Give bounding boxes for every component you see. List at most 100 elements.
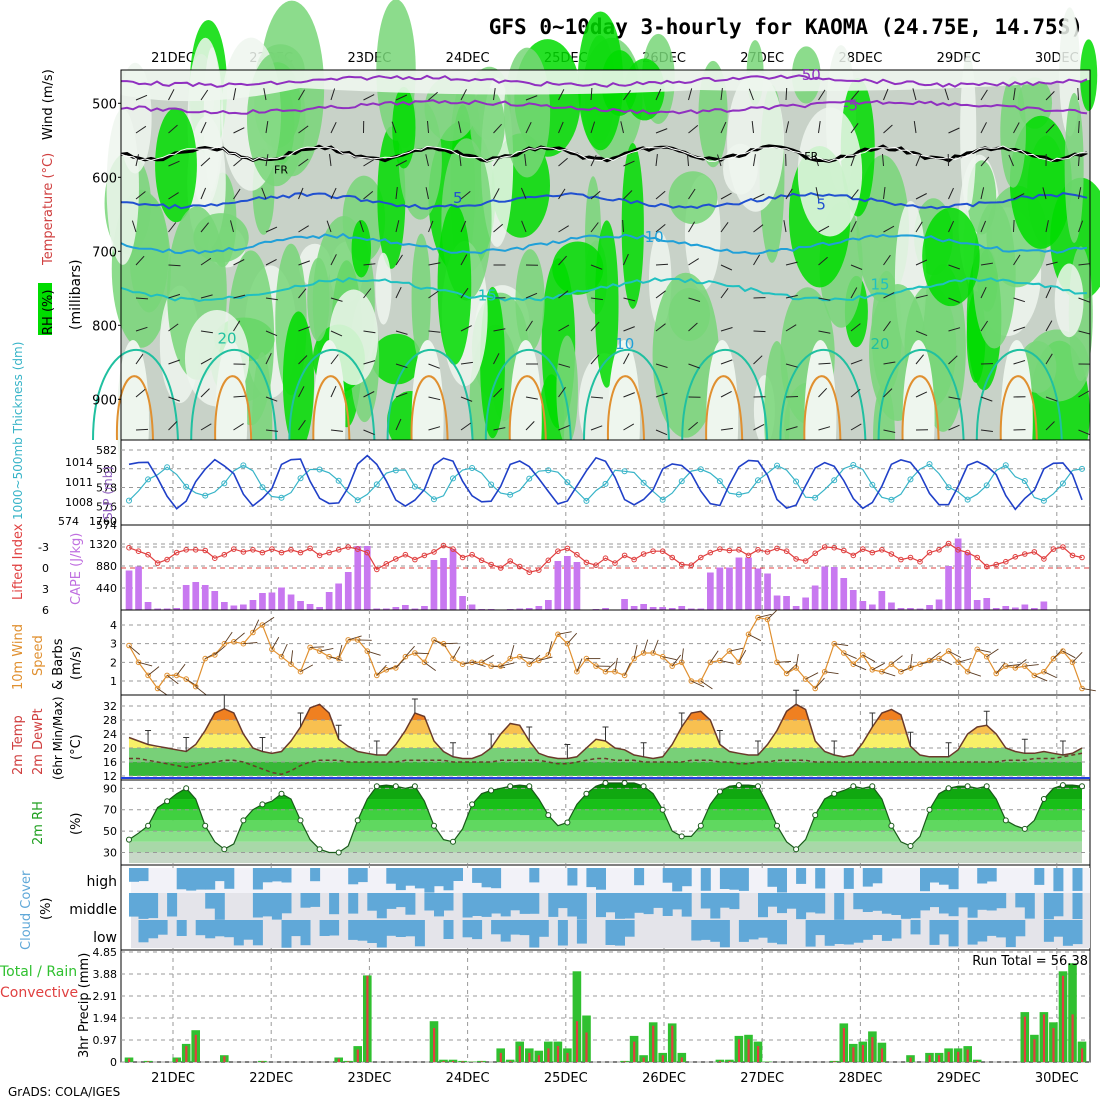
- thickness-point: [126, 497, 132, 504]
- wind-barb: [135, 297, 149, 300]
- wind-barb: [168, 264, 181, 267]
- wind-barb-10m: [138, 661, 153, 667]
- wind-barb: [428, 91, 438, 101]
- wind-barb: [135, 326, 148, 332]
- slp-thickness-panel: [120, 439, 1091, 526]
- wind-barb: [493, 427, 506, 431]
- wind-barb: [135, 353, 144, 365]
- li-point: [374, 566, 380, 573]
- rh-legend-swatch: [38, 283, 52, 335]
- rh-point: [793, 846, 800, 853]
- cape-bar: [1002, 606, 1010, 610]
- wind-barb: [818, 121, 821, 134]
- li-point: [307, 545, 313, 552]
- cloud-cell: [481, 893, 492, 917]
- wind-barb: [493, 353, 500, 365]
- wind-barb-10m: [805, 672, 819, 680]
- wind-speed-point: [736, 659, 742, 666]
- li-point: [802, 558, 809, 564]
- wind-speed-point: [964, 668, 971, 675]
- cloud-cell: [386, 868, 397, 884]
- cloud-cell: [434, 893, 444, 917]
- wind-barb: [883, 429, 896, 433]
- wind-barb-10m: [1062, 650, 1076, 659]
- contour-label: 10: [615, 335, 634, 353]
- cape-bar: [811, 585, 819, 610]
- cape-bar: [268, 592, 276, 610]
- wind-barb: [233, 88, 237, 101]
- wind-barb: [883, 254, 891, 266]
- wind-barb-10m: [424, 661, 436, 671]
- wind-barb: [200, 222, 209, 233]
- wind-barb: [655, 154, 658, 167]
- wind-barb: [265, 297, 278, 301]
- wind-barb: [558, 255, 567, 266]
- cloud-cell: [977, 868, 988, 884]
- li-point: [945, 540, 952, 547]
- cape-bar: [754, 568, 762, 610]
- pressure-tick: 900: [92, 393, 117, 408]
- rh-point: [450, 838, 456, 845]
- cloud-cell: [319, 920, 330, 936]
- wind-speed-point: [879, 668, 885, 675]
- wind-speed-point: [564, 640, 571, 647]
- wind-barb: [850, 388, 861, 398]
- rh-blob: [556, 335, 578, 446]
- precip-total-label: Total / Rain: [0, 964, 77, 980]
- li-point: [974, 554, 981, 561]
- precip-total-bar: [448, 1059, 458, 1062]
- cloud-cell: [748, 920, 759, 940]
- wind-barb: [200, 294, 213, 299]
- cloud-cell: [252, 893, 263, 918]
- wind-barb: [688, 188, 696, 200]
- slp-line: [128, 454, 1083, 511]
- cloud-cell: [719, 868, 730, 889]
- wind-axis-label-1: 10m Wind: [11, 624, 26, 690]
- rh-point: [755, 783, 761, 790]
- li-point: [326, 549, 332, 556]
- wind-barb: [818, 297, 831, 301]
- cape-bar: [783, 596, 790, 610]
- wind-barb: [233, 127, 245, 134]
- thickness-point: [450, 475, 457, 482]
- precip-convective-bar: [833, 1061, 836, 1062]
- precip-convective-bar: [175, 1058, 178, 1062]
- wind-barb: [655, 263, 669, 266]
- contour-20: [484, 349, 572, 441]
- wind-barb-10m: [1024, 664, 1039, 667]
- wind-speed-point: [212, 652, 218, 658]
- cloud-cell: [510, 920, 521, 935]
- li-point: [688, 562, 695, 569]
- cloud-cell: [214, 893, 225, 920]
- cloud-cell: [376, 920, 387, 948]
- wind-barb: [460, 191, 471, 200]
- rh-band: [129, 809, 1082, 821]
- cloud-cell: [148, 920, 159, 939]
- wind-barb-10m: [471, 661, 486, 667]
- li-point: [831, 544, 838, 551]
- li-point: [393, 556, 399, 562]
- wind-barb: [720, 264, 733, 271]
- wind-barb: [493, 223, 504, 233]
- cape-bar: [201, 585, 209, 610]
- wind-barb: [363, 288, 372, 299]
- precip-convective-bar: [966, 1049, 969, 1062]
- precip-convective-bar: [947, 1051, 950, 1062]
- cloud-cell: [567, 893, 578, 917]
- rh-blob: [129, 195, 169, 313]
- cloud-cell: [233, 920, 244, 946]
- wind-barb: [460, 361, 473, 365]
- wind-speed-tick: 1: [110, 675, 117, 688]
- wind-barb-10m: [872, 662, 885, 671]
- contour-5: [121, 192, 1088, 210]
- wind-barb: [980, 122, 987, 134]
- li-point: [821, 544, 828, 550]
- li-point: [431, 549, 437, 555]
- precip-convective-bar: [223, 1056, 226, 1062]
- wind-barb-10m: [853, 663, 867, 671]
- li-point: [402, 551, 409, 558]
- wind-barb: [1078, 390, 1090, 398]
- wind-barb-10m: [567, 632, 578, 644]
- rh-point: [945, 785, 952, 792]
- cloud-cell: [529, 920, 540, 948]
